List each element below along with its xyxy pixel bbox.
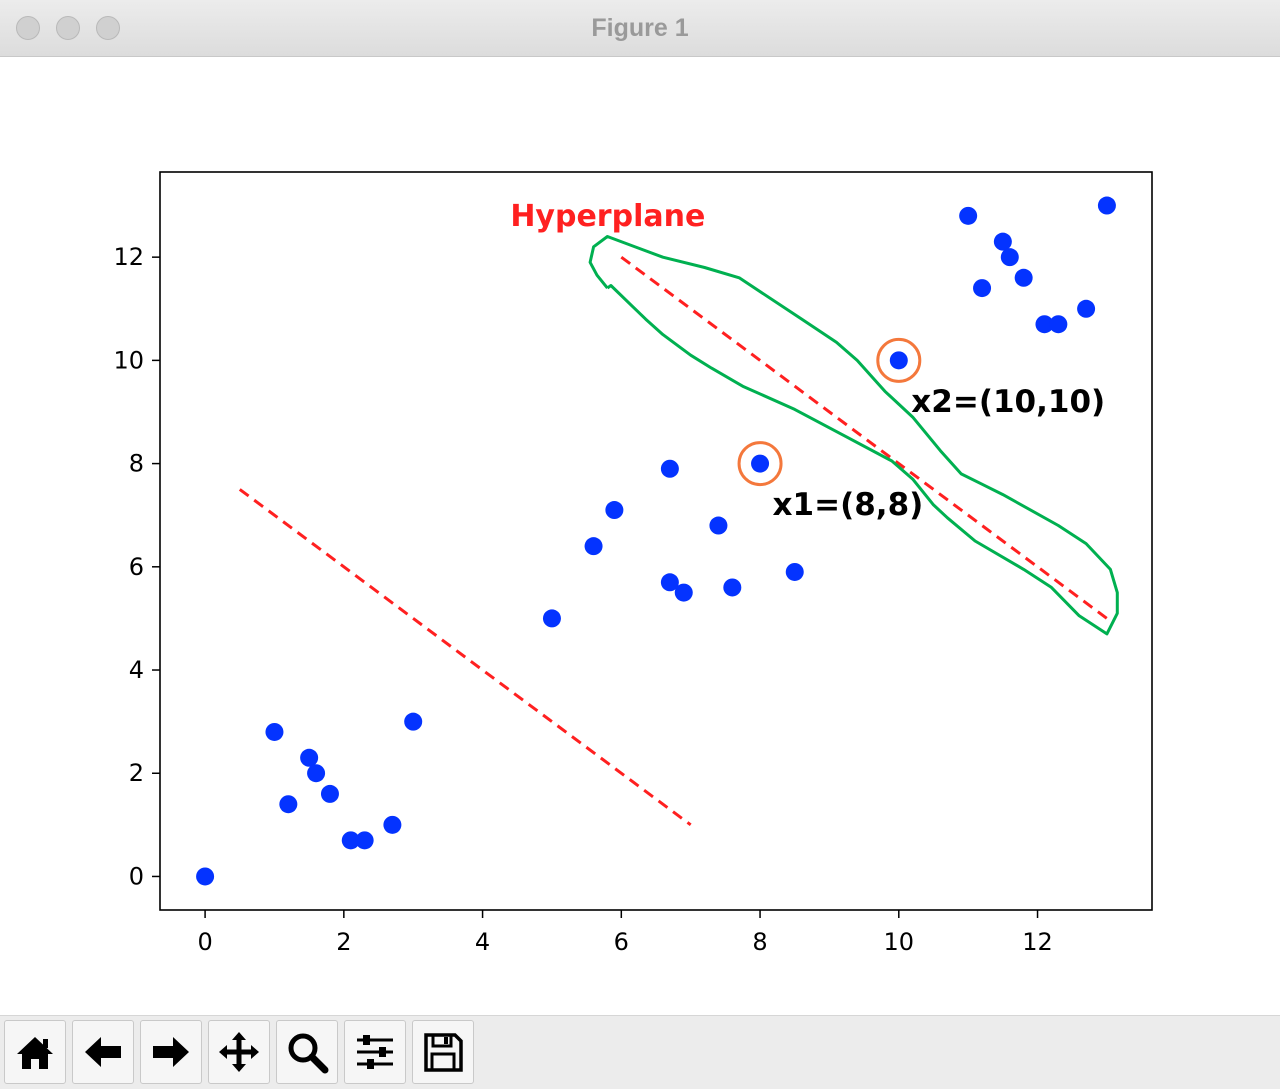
y-tick-label: 4 — [129, 656, 144, 684]
save-button[interactable] — [412, 1020, 474, 1084]
data-point — [605, 501, 624, 520]
zoom-window-button[interactable] — [96, 16, 120, 40]
y-tick-label: 8 — [129, 450, 144, 478]
data-point — [993, 232, 1012, 251]
zoom-icon — [288, 1033, 329, 1074]
data-point — [889, 351, 908, 370]
data-point — [751, 454, 770, 473]
data-point — [265, 722, 284, 741]
pan-button[interactable] — [208, 1020, 270, 1084]
data-point — [660, 459, 679, 478]
configure-subplots-icon — [357, 1035, 393, 1069]
window-title: Figure 1 — [591, 14, 689, 42]
data-point — [959, 206, 978, 225]
x-tick-label: 12 — [1022, 928, 1053, 956]
data-point — [542, 609, 561, 628]
data-point — [1014, 268, 1033, 287]
data-point — [1077, 299, 1096, 318]
hyperplane-dashed-line — [620, 255, 1108, 620]
figure-canvas: 0 2 4 6 8 10 12 0 2 4 6 8 10 12 Hyperplane x2=(10,10) x… — [0, 57, 1280, 1015]
x-tick-label: 2 — [336, 928, 351, 956]
hyperplane-outline — [588, 235, 1119, 636]
save-icon — [424, 1033, 463, 1072]
data-point — [584, 537, 603, 556]
data-point — [307, 764, 326, 783]
data-point — [279, 795, 298, 814]
support-vector-circle — [737, 441, 783, 487]
data-point — [1049, 315, 1068, 334]
forward-arrow-icon — [153, 1037, 189, 1067]
scatter-chart: 0 2 4 6 8 10 12 0 2 4 6 8 10 12 Hyperplane x2=(10,10) x… — [113, 171, 1153, 956]
forward-button[interactable] — [140, 1020, 202, 1084]
data-point — [723, 578, 742, 597]
data-point — [1000, 248, 1019, 267]
data-point — [404, 712, 423, 731]
data-point — [1097, 196, 1116, 215]
data-point — [674, 583, 693, 602]
data-point — [300, 748, 319, 767]
configure-subplots-button[interactable] — [344, 1020, 406, 1084]
data-point — [709, 516, 728, 535]
x-tick-label: 0 — [197, 928, 212, 956]
lower-dashed-line — [238, 488, 692, 827]
data-point — [196, 867, 215, 886]
back-button[interactable] — [72, 1020, 134, 1084]
axes-frame — [159, 171, 1153, 911]
navigation-toolbar — [0, 1015, 1280, 1089]
hyperplane-label: Hyperplane — [510, 199, 705, 234]
window-titlebar: Figure 1 — [0, 0, 1280, 57]
close-window-button[interactable] — [16, 16, 40, 40]
home-button[interactable] — [4, 1020, 66, 1084]
data-point — [660, 573, 679, 592]
y-tick-label: 2 — [129, 759, 144, 787]
x-tick-label: 10 — [884, 928, 915, 956]
data-point — [1035, 315, 1054, 334]
x1-label: x1=(8,8) — [773, 487, 924, 523]
data-point — [320, 784, 339, 803]
x-tick-label: 4 — [475, 928, 490, 956]
data-point — [973, 279, 992, 298]
minimize-window-button[interactable] — [56, 16, 80, 40]
data-point — [355, 831, 374, 850]
y-tick-label: 0 — [129, 862, 144, 890]
y-tick-label: 10 — [113, 346, 144, 374]
y-tick-label: 12 — [113, 243, 144, 271]
support-vector-circle — [876, 337, 922, 383]
x-tick-label: 6 — [614, 928, 629, 956]
x-tick-label: 8 — [752, 928, 767, 956]
x2-label: x2=(10,10) — [911, 384, 1105, 420]
data-point — [785, 562, 804, 581]
y-tick-label: 6 — [129, 553, 144, 581]
back-arrow-icon — [85, 1037, 121, 1067]
zoom-button[interactable] — [276, 1020, 338, 1084]
home-icon — [17, 1037, 53, 1069]
data-point — [341, 831, 360, 850]
data-point — [383, 815, 402, 834]
pan-icon — [219, 1032, 259, 1072]
